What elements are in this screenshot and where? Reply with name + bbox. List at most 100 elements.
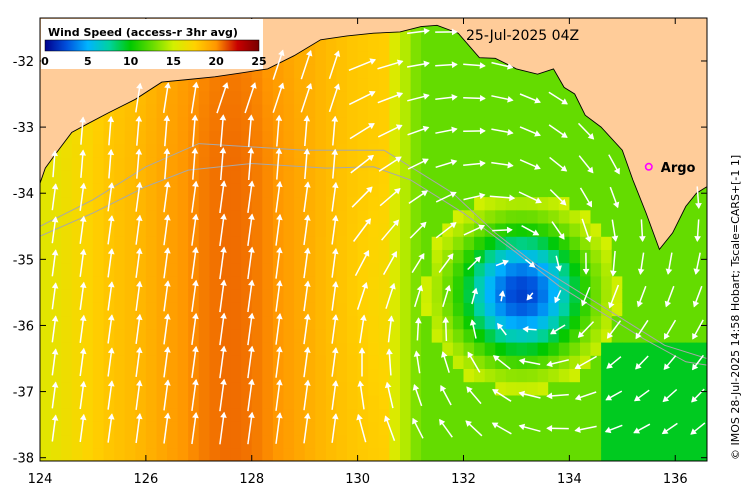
wind-arrow <box>546 359 569 368</box>
wind-arrow <box>604 424 623 434</box>
argo-float-icon <box>644 162 653 171</box>
y-tick-label: -33 <box>13 121 34 136</box>
wind-arrow <box>519 159 541 170</box>
wind-arrow <box>413 284 424 308</box>
wind-arrow <box>491 422 512 435</box>
wind-arrow <box>609 186 620 209</box>
wind-arrow <box>692 285 703 308</box>
wind-arrow <box>352 218 372 242</box>
wind-arrow <box>469 319 477 339</box>
wind-arrow <box>356 282 369 310</box>
wind-arrow <box>79 116 87 145</box>
wind-arrow <box>219 213 227 247</box>
wind-arrow <box>303 379 311 411</box>
wind-arrow <box>331 181 339 212</box>
x-tick-label: 134 <box>557 472 582 487</box>
wind-arrow <box>471 287 479 305</box>
wind-arrow <box>518 390 541 399</box>
wind-arrow <box>440 385 452 406</box>
colorbar: Wind Speed (access-r 3hr avg) 0 5 10 15 20 25 <box>41 19 267 69</box>
wind-arrow <box>377 91 404 104</box>
wind-arrow <box>665 252 673 275</box>
wind-arrow <box>247 147 255 181</box>
wind-arrow <box>303 148 311 180</box>
wind-arrow <box>407 158 429 170</box>
wind-arrow <box>135 115 143 146</box>
wind-arrow <box>442 316 450 342</box>
wind-arrow <box>331 314 339 344</box>
x-tick-label: 132 <box>451 472 476 487</box>
wind-arrow <box>191 180 199 213</box>
landmass <box>40 18 707 251</box>
wind-arrow <box>524 259 536 268</box>
wind-arrow <box>554 289 562 304</box>
wind-arrow <box>608 154 620 175</box>
colorbar-bar <box>44 39 260 52</box>
y-tick-label: -37 <box>13 386 34 401</box>
wind-arrow <box>303 181 311 213</box>
wind-arrow <box>693 252 701 275</box>
wind-arrow <box>219 312 227 346</box>
wind-arrow <box>328 50 341 80</box>
wind-arrow <box>492 388 512 402</box>
wind-arrow <box>247 378 255 412</box>
wind-arrow <box>247 411 255 445</box>
colorbar-tick-label: 20 <box>209 55 225 68</box>
wind-arrow <box>219 411 227 445</box>
wind-arrow <box>219 246 227 280</box>
wind-arrow <box>581 218 592 243</box>
wind-arrow <box>107 380 115 410</box>
wind-arrow <box>79 347 87 377</box>
wind-arrow <box>546 392 569 400</box>
wind-arrow <box>79 281 87 310</box>
wind-arrow <box>519 126 541 137</box>
wind-arrow <box>348 58 377 71</box>
wind-arrow <box>219 345 227 379</box>
wind-arrow <box>359 314 367 344</box>
colorbar-tick-label: 10 <box>123 55 139 68</box>
wind-arrow <box>107 347 115 377</box>
wind-arrow <box>463 224 486 236</box>
wind-arrow <box>551 221 565 240</box>
wind-arrow <box>348 90 376 106</box>
wind-arrow <box>664 285 675 308</box>
wind-arrow <box>574 425 597 433</box>
wind-arrow <box>407 93 430 102</box>
wind-arrow <box>634 389 650 402</box>
wind-arrow <box>489 194 516 202</box>
wind-arrow <box>272 49 285 80</box>
wind-arrow <box>331 280 339 311</box>
wind-arrow <box>328 83 341 113</box>
wind-arrow <box>331 380 339 410</box>
wind-arrow <box>606 320 622 339</box>
wind-arrow <box>135 280 143 311</box>
wind-arrow <box>216 82 229 114</box>
wind-arrow <box>275 213 283 246</box>
wind-arrow <box>163 280 171 312</box>
wind-arrow <box>385 282 396 309</box>
wind-arrow <box>349 123 375 140</box>
plot-frame <box>39 17 708 462</box>
wind-arrow <box>662 388 678 403</box>
wind-arrow <box>387 315 395 343</box>
wind-arrow <box>51 216 59 244</box>
wind-arrow <box>191 213 199 246</box>
wind-arrow <box>303 247 311 279</box>
wind-arrow <box>578 155 594 174</box>
wind-arrow <box>358 347 366 377</box>
wind-arrow <box>331 347 339 377</box>
wind-arrow <box>219 378 227 412</box>
x-tick-label: 136 <box>663 472 688 487</box>
wind-arrow <box>135 412 143 444</box>
wind-arrow <box>377 124 403 138</box>
wind-arrow <box>331 413 339 443</box>
wind-arrow <box>275 147 283 180</box>
wind-arrow <box>521 225 540 236</box>
wind-arrow <box>51 183 59 211</box>
wind-arrow <box>331 148 339 179</box>
wind-arrow <box>107 215 115 245</box>
wind-arrow <box>492 355 511 370</box>
wind-arrow <box>275 379 283 411</box>
y-tick-label: -36 <box>13 319 34 334</box>
